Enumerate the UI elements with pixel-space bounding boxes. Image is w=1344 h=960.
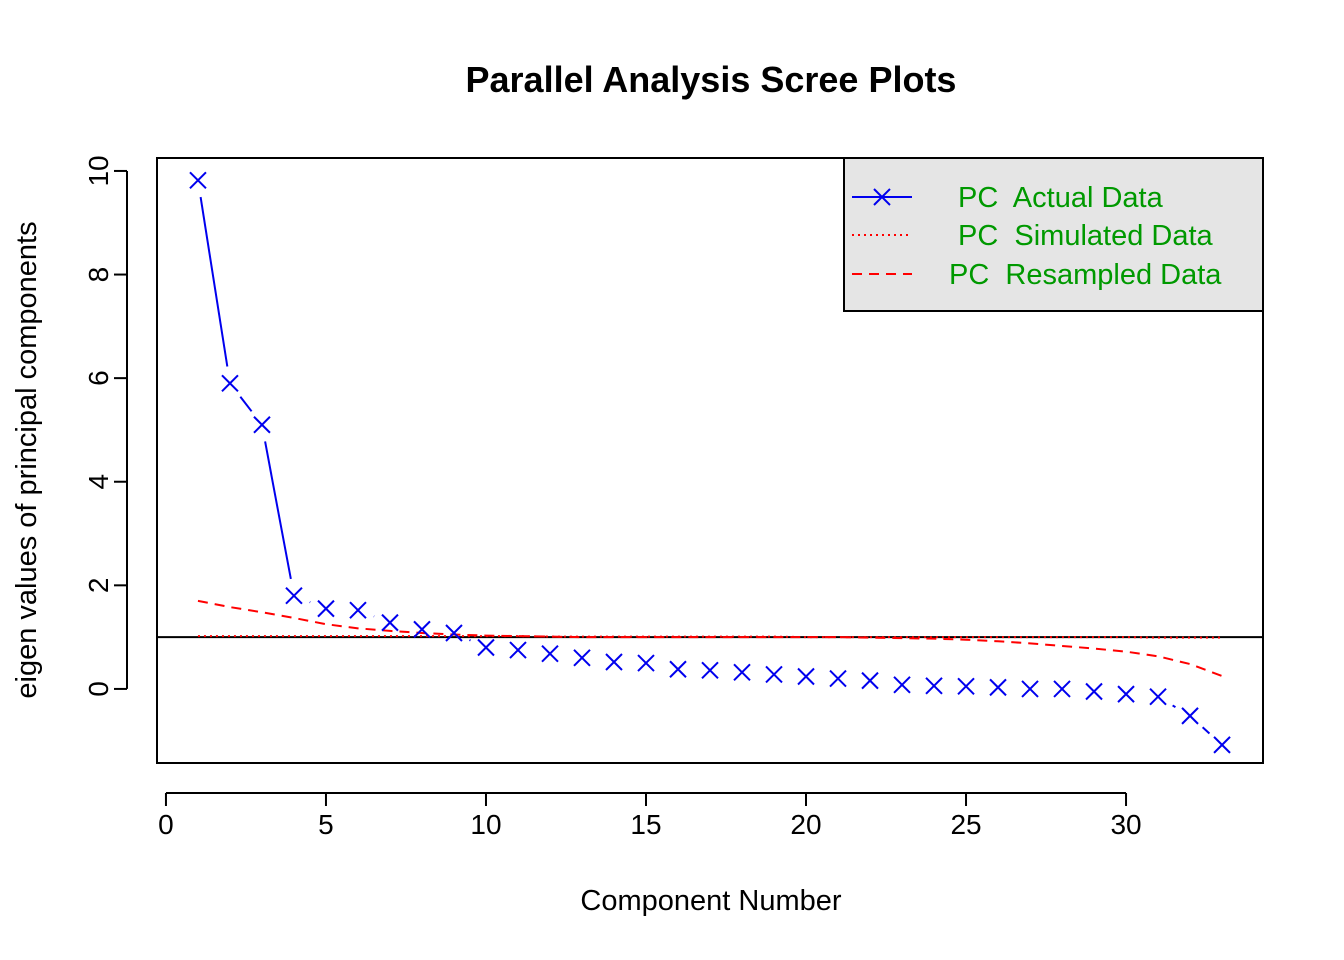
x-tick-label: 15 (630, 809, 661, 840)
y-tick-label: 6 (83, 370, 114, 386)
series-segment-actual (1201, 726, 1211, 735)
data-point-actual (637, 654, 655, 672)
data-point-actual (861, 671, 879, 690)
plot-area (157, 171, 1263, 754)
legend-label-pc-actual-data: PC Actual Data (958, 182, 1164, 214)
data-point-actual (797, 667, 815, 686)
data-point-actual (349, 601, 367, 619)
data-point-actual (1181, 707, 1199, 725)
data-point-actual (1149, 687, 1167, 706)
data-point-actual (829, 669, 847, 688)
data-point-actual (1053, 680, 1071, 698)
y-tick-label: 10 (83, 155, 114, 186)
series-segment-actual (1172, 704, 1176, 708)
y-tick-label: 8 (83, 267, 114, 283)
data-point-actual (893, 676, 911, 694)
data-point-actual (1021, 680, 1039, 698)
data-point-actual (1213, 736, 1231, 754)
x-tick-label: 10 (470, 809, 501, 840)
data-point-actual (317, 599, 335, 618)
data-point-actual (733, 663, 751, 682)
legend-label-pc-simulated-data: PC Simulated Data (958, 220, 1214, 252)
data-point-actual (925, 677, 943, 695)
y-tick-label: 2 (83, 578, 114, 594)
data-point-actual (445, 624, 463, 642)
x-tick-label: 30 (1110, 809, 1141, 840)
y-tick-label: 0 (83, 681, 114, 697)
x-tick-label: 20 (790, 809, 821, 840)
data-point-actual (765, 665, 783, 684)
series-segment-actual (264, 441, 292, 580)
data-point-actual (573, 649, 591, 667)
data-point-actual (285, 586, 303, 605)
data-point-actual (381, 613, 399, 632)
series-line-resampled (197, 599, 1223, 677)
data-point-actual (541, 644, 559, 663)
data-point-actual (253, 416, 271, 434)
data-point-actual (413, 620, 431, 639)
x-axis-label: Component Number (580, 885, 841, 917)
x-tick-label: 0 (158, 809, 174, 840)
series-segment-actual (199, 196, 229, 367)
plot-frame (156, 157, 1264, 764)
data-point-actual (509, 641, 527, 659)
chart-title: Parallel Analysis Scree Plots (466, 59, 957, 100)
legend-marker-pc-actual-data (873, 188, 891, 206)
data-point-actual (669, 660, 687, 678)
y-axis-label: eigen values of principal components (11, 221, 43, 698)
data-point-actual (957, 677, 975, 696)
data-point-actual (701, 661, 719, 679)
legend: PC Actual Data PC Simulated Data PC Resamp… (843, 157, 1264, 312)
data-point-actual (989, 678, 1007, 697)
y-tick-label: 4 (83, 474, 114, 490)
data-point-actual (1117, 685, 1135, 703)
series-line-simulated (197, 635, 1223, 639)
x-tick-label: 25 (950, 809, 981, 840)
x-tick-label: 5 (318, 809, 334, 840)
data-point-actual (221, 374, 239, 393)
data-point-actual (1085, 682, 1103, 701)
legend-label-pc-resampled-data: PC Resampled Data (949, 259, 1222, 291)
data-point-actual (189, 171, 207, 189)
series-segment-actual (239, 396, 253, 412)
legend-box (843, 157, 1264, 312)
data-point-actual (477, 638, 495, 657)
data-point-actual (605, 653, 623, 671)
